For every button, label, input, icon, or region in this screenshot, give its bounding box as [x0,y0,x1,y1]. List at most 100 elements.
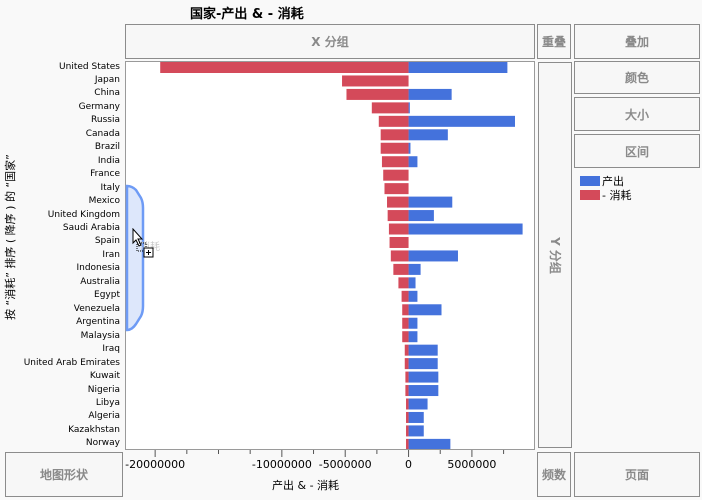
bar-consumption-kuwait[interactable] [405,371,409,383]
bar-production-united-states[interactable] [408,62,508,73]
bar-consumption-norway[interactable] [406,438,409,449]
x-group-label: X 分组 [311,35,349,49]
bar-consumption-australia[interactable] [398,277,409,289]
bar-consumption-india[interactable] [381,156,409,168]
x-axis-title: 产出 & - 消耗 [272,479,340,492]
bar-production-algeria[interactable] [408,411,424,423]
bar-production-china[interactable] [408,88,452,100]
bar-production-argentina[interactable] [408,317,418,329]
bar-production-kazakhstan[interactable] [408,425,424,437]
y-axis-title: 按 “消耗” 排序 ( 降序 ) 的 “国家” [4,154,17,320]
drop-zone-highlight [125,184,145,332]
bar-production-germany[interactable] [408,102,410,114]
bar-production-canada[interactable] [408,129,448,141]
bar-production-saudi-arabia[interactable] [408,223,523,235]
bar-production-mexico[interactable] [408,196,453,208]
bar-consumption-iraq[interactable] [404,344,409,356]
legend-label: 产出 [602,175,624,188]
bar-consumption-spain[interactable] [389,236,409,248]
y-tick-label: China [94,88,120,99]
y-tick-label: United Kingdom [47,209,120,220]
y-tick-label: Indonesia [76,263,120,274]
bar-production-kuwait[interactable] [408,371,439,383]
bar-consumption-kazakhstan[interactable] [406,425,409,437]
bar-production-egypt[interactable] [408,290,418,302]
bar-consumption-germany[interactable] [371,102,409,114]
y-group-zone[interactable]: Y 分组 [538,62,572,448]
bar-consumption-china[interactable] [346,88,409,100]
bar-consumption-italy[interactable] [384,183,409,195]
legend-swatch [580,176,600,186]
drag-cursor-icon [132,228,154,258]
bar-production-india[interactable] [408,156,418,168]
size-zone[interactable]: 大小 [574,97,700,131]
y-tick-label: France [90,169,120,180]
bar-consumption-united-arab-emirates[interactable] [404,358,409,370]
bar-consumption-malaysia[interactable] [402,331,409,343]
x-axis [154,450,505,457]
y-tick-label: Russia [91,115,120,126]
interval-zone[interactable]: 区间 [574,134,700,168]
y-tick-label: United Arab Emirates [23,357,120,368]
page-zone[interactable]: 页面 [574,452,700,497]
bar-production-indonesia[interactable] [408,263,421,275]
bar-production-australia[interactable] [408,277,416,289]
bar-production-norway[interactable] [408,438,451,449]
bar-consumption-france[interactable] [383,169,409,181]
legend-item-production[interactable]: 产出 [580,173,624,189]
bar-consumption-argentina[interactable] [402,317,409,329]
bar-production-nigeria[interactable] [408,385,439,397]
bar-production-russia[interactable] [408,115,515,127]
bar-consumption-russia[interactable] [378,115,409,127]
plot-area[interactable] [125,61,535,450]
x-tick-label: 5000000 [447,458,497,471]
legend-swatch [580,190,600,200]
y-tick-label: Libya [95,398,120,408]
y-tick-label: Mexico [88,196,120,207]
bar-consumption-libya[interactable] [406,398,409,410]
map-shape-zone[interactable]: 地图形状 [5,452,123,497]
y-tick-label: Canada [85,128,120,139]
size-label: 大小 [624,107,649,122]
y-tick-label: Iran [102,249,120,260]
y-tick-label: Germany [78,101,120,112]
bar-consumption-algeria[interactable] [406,411,409,423]
freq-zone[interactable]: 频数 [537,452,571,497]
overlay-zone[interactable]: 叠加 [574,24,700,59]
y-tick-label: Kazakhstan [68,424,120,435]
x-tick-label: -10000000 [251,458,312,471]
overlap-zone[interactable]: 重叠 [537,24,571,59]
y-tick-label: Argentina [76,317,120,328]
bar-production-united-arab-emirates[interactable] [408,358,438,370]
bar-consumption-united-states[interactable] [160,62,409,73]
bar-consumption-egypt[interactable] [401,290,409,302]
y-tick-label: India [97,155,120,166]
bar-production-united-kingdom[interactable] [408,210,434,222]
bar-consumption-mexico[interactable] [387,196,409,208]
bar-consumption-brazil[interactable] [380,142,409,154]
bar-production-venezuela[interactable] [408,304,442,316]
color-zone[interactable]: 颜色 [574,61,700,94]
y-tick-label: Italy [100,182,120,193]
bar-consumption-saudi-arabia[interactable] [388,223,409,235]
y-tick-label: Norway [85,438,120,449]
graph-title: 国家-产出 & - 消耗 [190,7,304,22]
legend-item-consumption[interactable]: - 消耗 [580,187,631,203]
bar-consumption-japan[interactable] [342,75,409,87]
x-group-zone[interactable]: X 分组 [125,24,535,59]
bar-production-malaysia[interactable] [408,331,418,343]
bar-production-brazil[interactable] [408,142,411,154]
legend-label: - 消耗 [602,189,632,202]
bar-consumption-iran[interactable] [390,250,409,262]
bar-consumption-nigeria[interactable] [405,385,409,397]
bar-production-iraq[interactable] [408,344,438,356]
y-tick-label: Venezuela [73,303,120,314]
bar-consumption-united-kingdom[interactable] [387,210,409,222]
color-label: 颜色 [624,71,649,85]
bar-consumption-indonesia[interactable] [393,263,409,275]
bar-consumption-canada[interactable] [380,129,409,141]
bar-production-libya[interactable] [408,398,428,410]
bar-consumption-venezuela[interactable] [402,304,409,316]
bar-production-iran[interactable] [408,250,458,262]
bar-chart [160,62,523,449]
